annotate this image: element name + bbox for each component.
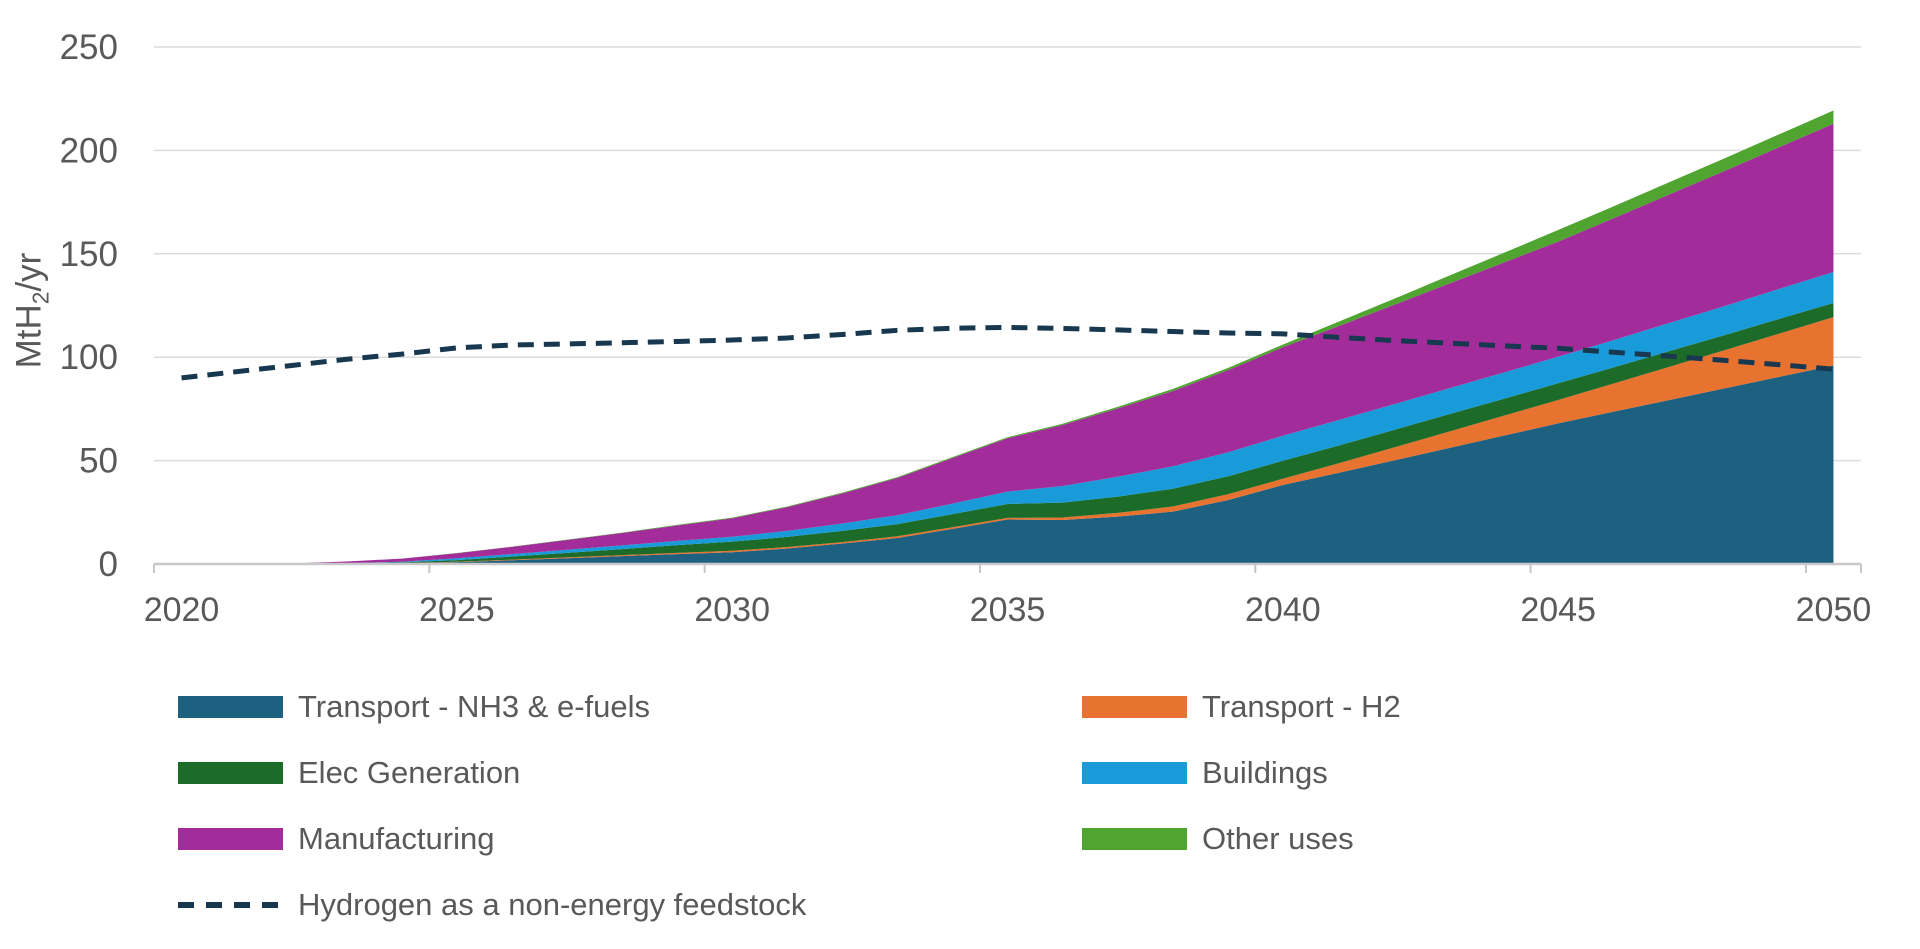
- legend-item-feedstock: Hydrogen as a non-energy feedstock: [178, 872, 806, 938]
- legend-item-manufacturing: Manufacturing: [178, 806, 806, 872]
- legend-dashed-line-icon: [178, 902, 283, 908]
- y-tick-label: 200: [60, 131, 118, 170]
- legend-label: Hydrogen as a non-energy feedstock: [298, 887, 807, 922]
- legend-label: Transport - H2: [1202, 689, 1401, 724]
- legend-swatch-icon: [178, 696, 283, 718]
- plot-area: 0 50 100 150 200 250 2020 2025 2030 2035 2040 2045 2…: [9, 28, 1872, 629]
- x-tick-label: 2035: [970, 591, 1046, 629]
- legend-swatch-icon: [1082, 828, 1187, 850]
- legend-label: Manufacturing: [298, 821, 495, 856]
- y-axis-title: MtH2/yr: [9, 252, 54, 369]
- area-series: [181, 303, 1834, 564]
- legend-item-elec-generation: Elec Generation: [178, 740, 806, 806]
- area-series: [181, 365, 1834, 564]
- legend-item-other-uses: Other uses: [1082, 806, 1401, 872]
- x-tick-label: 2025: [419, 591, 495, 629]
- legend-item-transport-h2: Transport - H2: [1082, 674, 1401, 740]
- x-tick-label: 2020: [144, 591, 220, 629]
- stacked-areas: [181, 110, 1834, 564]
- x-tick-label: 2050: [1796, 591, 1872, 629]
- y-tick-label: 0: [99, 545, 118, 584]
- y-tick-label: 50: [79, 442, 118, 481]
- legend-label: Other uses: [1202, 821, 1354, 856]
- x-tick-label: 2045: [1520, 591, 1596, 629]
- y-tick-label: 150: [60, 235, 118, 274]
- legend-item-buildings: Buildings: [1082, 740, 1401, 806]
- y-tick-label: 100: [60, 338, 118, 377]
- x-axis-labels: 2020 2025 2030 2035 2040 2045 2050: [144, 591, 1872, 629]
- y-axis-labels: 0 50 100 150 200 250: [60, 28, 118, 584]
- legend-swatch-icon: [1082, 696, 1187, 718]
- x-tick-label: 2040: [1245, 591, 1321, 629]
- y-tick-label: 250: [60, 28, 118, 67]
- legend-label: Transport - NH3 & e-fuels: [298, 689, 651, 724]
- legend-swatch-icon: [1082, 762, 1187, 784]
- legend-column-left: Transport - NH3 & e-fuels Elec Generatio…: [178, 674, 806, 938]
- x-tick-label: 2030: [694, 591, 770, 629]
- legend-item-transport-nh3: Transport - NH3 & e-fuels: [178, 674, 806, 740]
- legend-swatch-icon: [178, 762, 283, 784]
- legend-column-right: Transport - H2 Buildings Other uses: [1082, 674, 1401, 872]
- legend-label: Buildings: [1202, 755, 1328, 790]
- x-axis: [153, 562, 1862, 573]
- legend-swatch-icon: [178, 828, 283, 850]
- area-series: [181, 123, 1834, 564]
- feedstock-dashed-line: [181, 324, 1834, 381]
- legend-label: Elec Generation: [298, 755, 521, 790]
